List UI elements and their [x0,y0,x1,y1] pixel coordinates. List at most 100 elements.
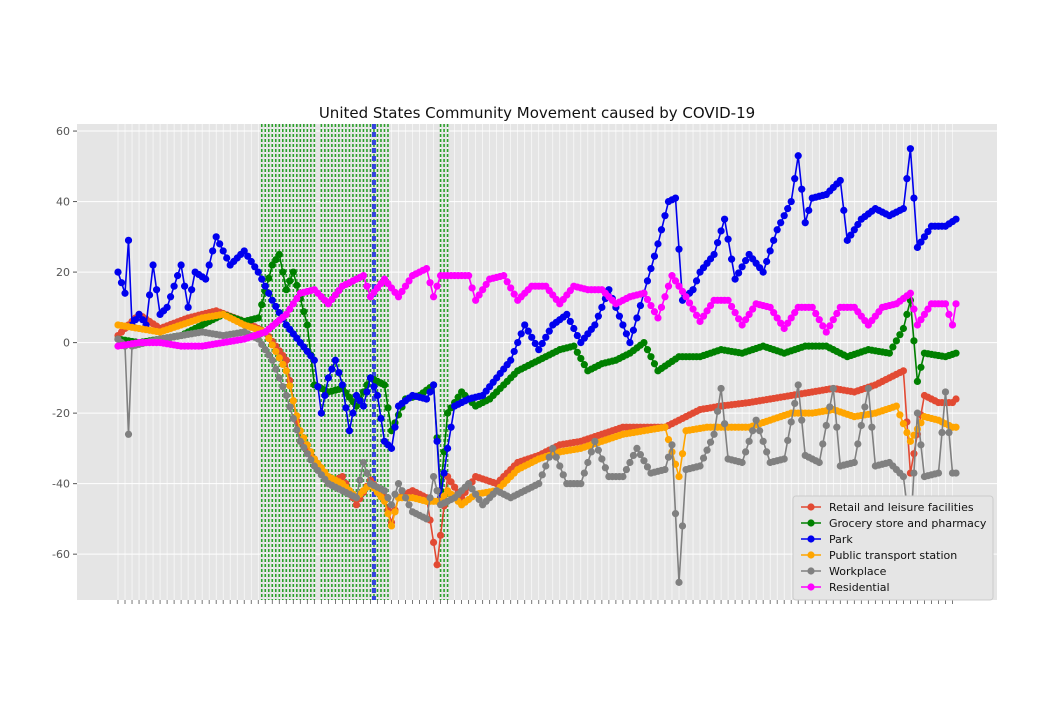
data-point [826,322,834,330]
data-point [524,327,532,335]
data-point [742,448,750,456]
data-point [833,423,841,431]
data-point [724,296,732,304]
data-point [752,416,760,424]
data-point [731,309,739,317]
data-point [917,238,925,246]
data-point [174,272,182,280]
data-point [258,340,266,348]
data-point [759,268,767,276]
data-point [619,321,627,329]
data-point [948,321,957,329]
data-point [622,465,631,474]
data-point [556,462,564,470]
data-point [124,236,133,244]
data-point [188,286,196,294]
data-point [131,316,140,324]
data-point [640,457,648,465]
data-point [240,247,248,255]
data-point [647,353,655,361]
data-point [584,458,592,467]
data-point [801,219,809,227]
data-point [286,403,294,411]
data-point [952,215,960,223]
data-point [394,480,403,488]
data-point [675,245,683,253]
data-point [258,275,266,283]
data-point [903,175,911,183]
data-point [727,255,736,263]
data-point [675,472,683,481]
data-point [654,240,662,248]
data-point [135,310,143,318]
data-point [219,247,227,255]
data-point [910,194,918,202]
data-point [387,444,396,452]
data-point [843,236,851,244]
data-point [468,284,476,292]
data-point [282,391,290,400]
legend-label: Residential [829,581,890,594]
data-point [735,315,743,323]
data-point [370,383,378,391]
data-point [826,403,834,411]
series-layer [114,145,960,586]
data-point [552,453,560,461]
data-point [671,194,680,202]
data-point [566,317,574,326]
data-point [202,275,210,283]
data-point [717,384,725,393]
data-point [706,301,715,310]
data-point [265,289,273,297]
data-point [352,501,361,509]
data-point [619,472,627,481]
data-point [114,268,122,276]
data-point [692,277,701,285]
data-point [798,416,806,424]
data-point [784,205,792,213]
data-point [472,296,480,304]
legend-marker [807,583,815,591]
data-point [338,381,347,389]
data-point [363,469,371,477]
data-point [706,438,715,446]
data-point [275,354,283,362]
data-point [822,328,830,336]
data-point [282,310,290,318]
data-point [847,231,855,239]
data-point [282,286,290,294]
data-point [629,451,638,460]
data-point [345,427,354,435]
data-point [261,282,269,290]
data-point [286,382,294,390]
legend-marker [807,519,815,527]
data-point [321,391,329,400]
data-point [475,291,483,299]
data-point [661,212,669,220]
data-point [699,312,708,320]
data-point [749,305,757,313]
data-point [661,293,669,301]
data-point [633,444,641,452]
data-point [601,464,609,472]
data-point [268,341,276,349]
data-point [303,321,311,329]
data-point [272,365,280,373]
data-point [145,291,154,299]
data-point [661,423,669,431]
series-5 [114,264,960,350]
data-point [626,339,634,347]
data-point [664,282,673,290]
data-point [244,252,252,260]
data-point [777,319,785,327]
data-point [689,286,697,294]
data-point [384,494,392,502]
data-point [521,321,529,329]
data-point [647,264,655,273]
data-point [426,388,434,396]
data-point [293,294,301,303]
data-point [479,286,487,294]
data-point [426,279,434,287]
data-point [664,435,673,444]
data-point [282,367,290,375]
